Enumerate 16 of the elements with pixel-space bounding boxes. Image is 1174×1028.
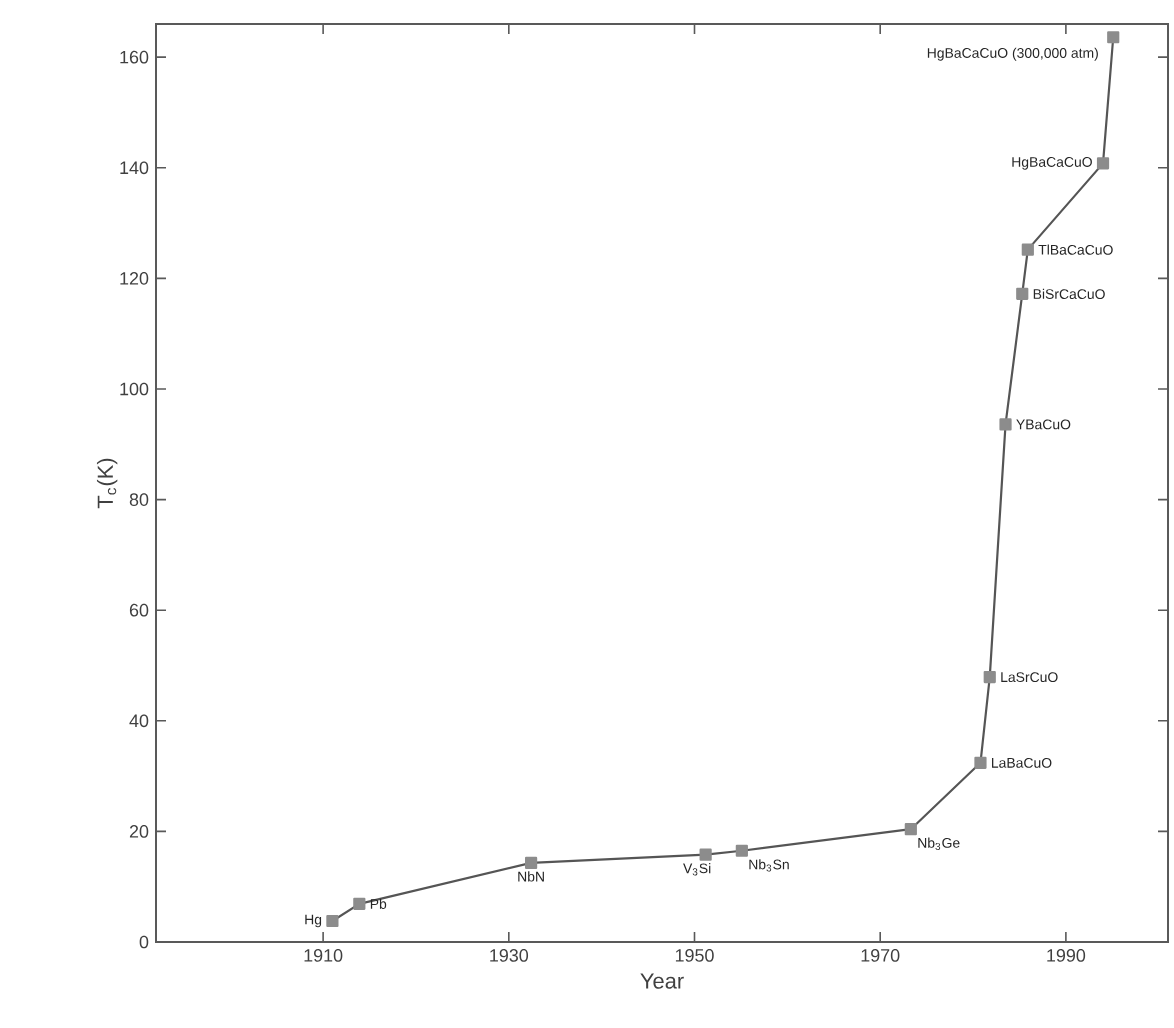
y-tick-label: 60 bbox=[129, 603, 149, 617]
y-tick-label: 120 bbox=[120, 272, 149, 285]
x-tick-label: 1950 bbox=[675, 949, 714, 962]
x-tick-label: 1910 bbox=[304, 949, 343, 962]
x-tick-label: 1970 bbox=[861, 949, 900, 962]
y-axis-title: T$_{c}$(K) bbox=[96, 458, 118, 509]
y-tick-label: 100 bbox=[120, 382, 149, 396]
x-axis-title: Year bbox=[640, 973, 684, 989]
x-tick-label: 1930 bbox=[490, 949, 529, 962]
x-tick-label: 1990 bbox=[1047, 949, 1086, 962]
y-tick-label: 80 bbox=[129, 493, 149, 506]
y-tick-label: 40 bbox=[129, 714, 149, 728]
y-tick-label: 140 bbox=[120, 161, 149, 175]
y-tick-label: 20 bbox=[129, 825, 149, 838]
y-tick-label: 0 bbox=[139, 935, 149, 949]
y-tick-label: 160 bbox=[120, 50, 149, 64]
